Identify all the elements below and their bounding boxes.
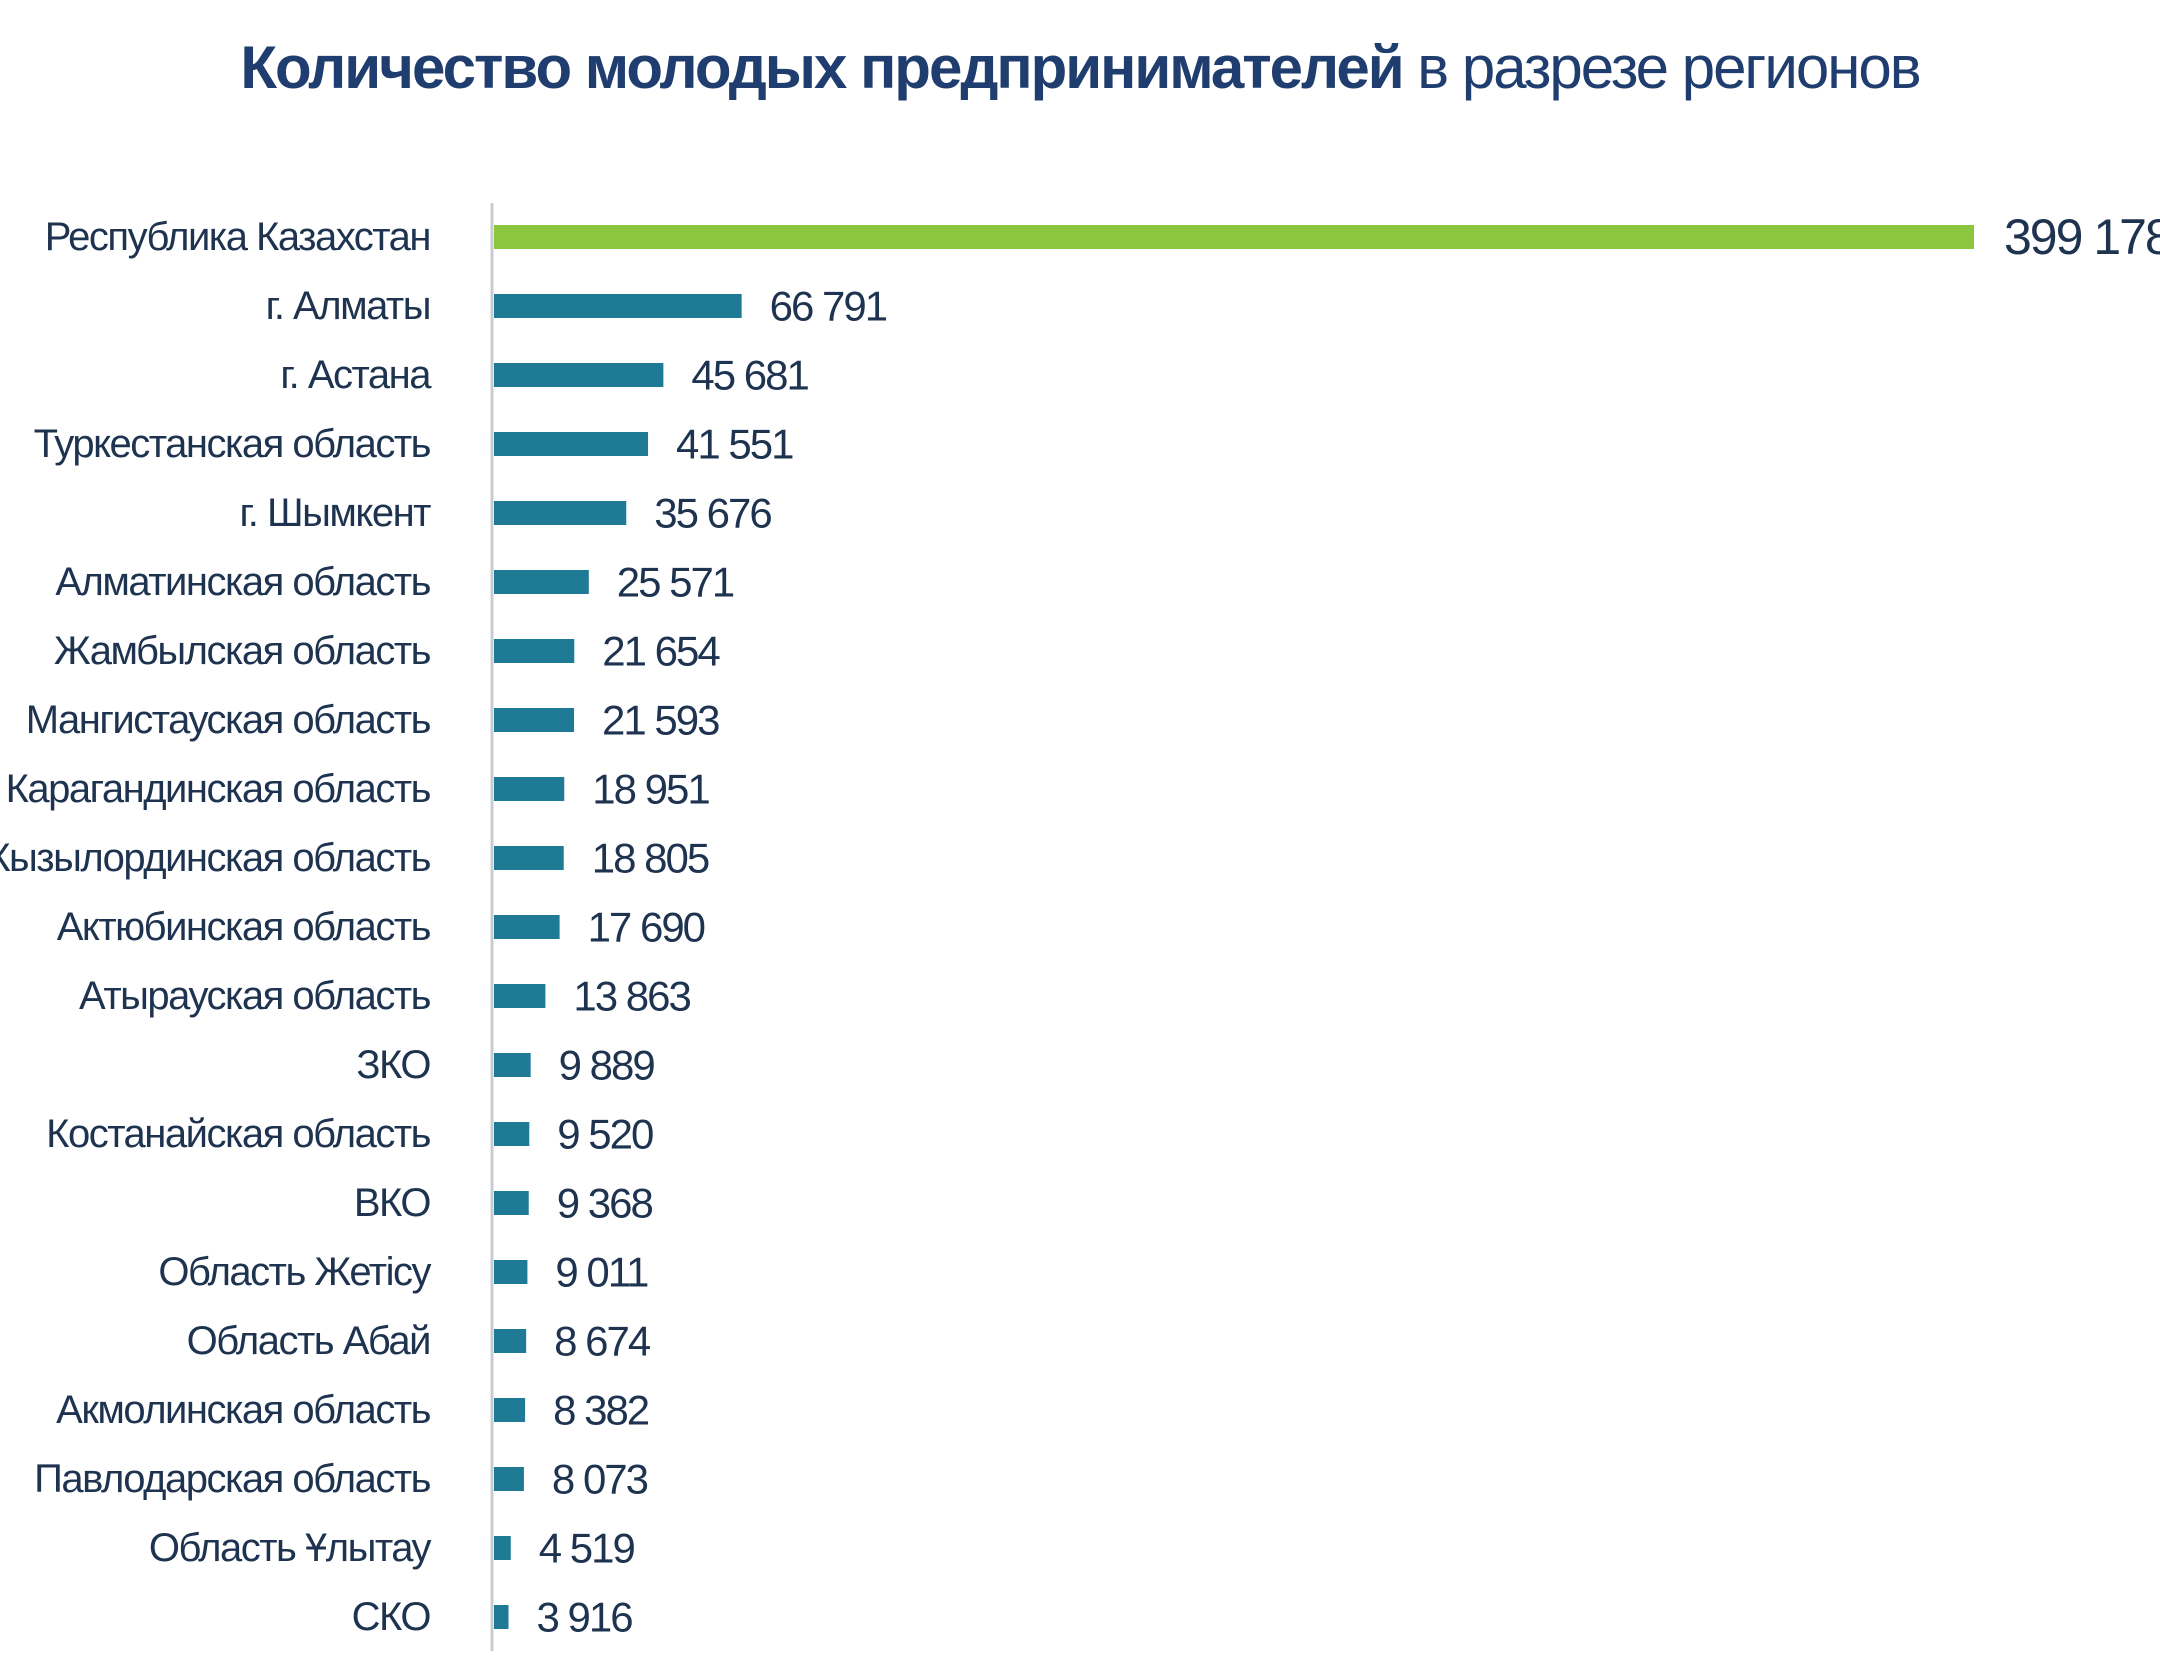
bar: [494, 708, 575, 732]
value-label: 66 791: [770, 283, 887, 330]
category-label: Кызылординская область: [0, 836, 431, 880]
bar: [494, 294, 742, 318]
bar: [494, 1122, 530, 1146]
bar: [494, 1191, 529, 1215]
value-label: 21 654: [602, 628, 720, 675]
value-label: 18 951: [592, 766, 709, 813]
value-label: 3 916: [537, 1594, 633, 1641]
value-label: 45 681: [691, 352, 808, 399]
bar: [494, 1260, 528, 1284]
chart-title-bold: Количество молодых предпринимателей: [240, 34, 1404, 101]
category-label: Туркестанская область: [34, 422, 431, 466]
bar: [494, 984, 546, 1008]
value-label: 25 571: [617, 559, 734, 606]
category-label: Республика Казахстан: [45, 215, 430, 259]
bar-total: [494, 225, 1974, 249]
value-label: 13 863: [573, 973, 690, 1020]
value-label: 9 889: [559, 1042, 655, 1089]
category-label: СКО: [352, 1595, 431, 1639]
category-label: Жамбылская область: [54, 629, 431, 673]
bar: [494, 1398, 526, 1422]
category-label: Мангистауская область: [26, 698, 431, 742]
category-label: г. Астана: [280, 353, 432, 397]
bar: [494, 1053, 531, 1077]
bar: [494, 432, 649, 456]
category-label: Карагандинская область: [6, 767, 431, 811]
category-label: Костанайская область: [46, 1112, 431, 1156]
bar: [494, 846, 564, 870]
category-label: Область Жетісу: [158, 1250, 431, 1294]
bar: [494, 501, 627, 525]
bar: [494, 915, 560, 939]
bar: [494, 777, 565, 801]
bar: [494, 1536, 511, 1560]
value-label: 9 011: [555, 1249, 648, 1296]
bar: [494, 1329, 527, 1353]
category-label: г. Алматы: [266, 284, 430, 328]
value-label: 35 676: [654, 490, 771, 537]
bar: [494, 1467, 524, 1491]
category-label: Актюбинская область: [57, 905, 431, 949]
category-label: ВКО: [354, 1181, 431, 1225]
value-label: 4 519: [539, 1525, 635, 1572]
value-label: 41 551: [676, 421, 793, 468]
bar: [494, 363, 664, 387]
category-label: Павлодарская область: [34, 1457, 430, 1501]
value-label: 399 178: [2004, 209, 2160, 265]
category-label: г. Шымкент: [240, 491, 432, 535]
value-label: 18 805: [592, 835, 709, 882]
value-label: 8 382: [553, 1387, 649, 1434]
value-label: 17 690: [588, 904, 705, 951]
value-label: 21 593: [602, 697, 719, 744]
value-label: 8 674: [554, 1318, 651, 1365]
bar: [494, 570, 589, 594]
bar: [494, 1605, 509, 1629]
category-label: Атырауская область: [79, 974, 431, 1018]
category-label: Область Ұлытау: [149, 1526, 432, 1570]
chart-title-light: в разрезе регионов: [1402, 34, 1921, 101]
bar: [494, 639, 575, 663]
value-label: 8 073: [552, 1456, 648, 1503]
category-label: ЗКО: [356, 1043, 430, 1087]
value-label: 9 520: [557, 1111, 653, 1158]
category-label: Область Абай: [187, 1319, 430, 1363]
category-label: Алматинская область: [55, 560, 430, 604]
category-label: Акмолинская область: [56, 1388, 430, 1432]
value-label: 9 368: [557, 1180, 653, 1227]
chart-title: Количество молодых предпринимателей в ра…: [0, 28, 2160, 108]
